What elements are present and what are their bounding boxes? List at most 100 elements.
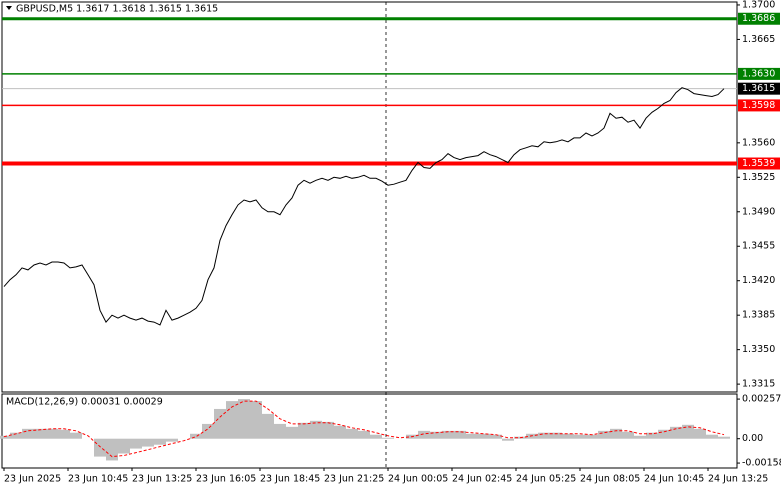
macd-bar — [610, 428, 622, 439]
x-tick-label: 24 Jun 05:25 — [516, 474, 576, 485]
level-label-box — [738, 157, 780, 170]
macd-y-tick-label: -0.00158 — [742, 458, 781, 469]
macd-y-tick-label: 0.00257 — [742, 394, 781, 405]
macd-bar — [94, 438, 106, 457]
macd-bar — [466, 433, 478, 439]
main-panel — [1, 1, 738, 393]
macd-bar — [502, 438, 514, 441]
macd-bar — [514, 436, 526, 439]
x-tick-label: 23 Jun 10:45 — [68, 474, 128, 485]
macd-bar — [262, 413, 274, 439]
macd-bar — [454, 430, 466, 439]
y-tick-label: 1.3315 — [742, 379, 775, 390]
macd-bar — [130, 438, 142, 449]
macd-bar — [370, 434, 382, 439]
macd-bar — [274, 423, 286, 439]
x-tick-label: 24 Jun 00:05 — [388, 474, 448, 485]
macd-bar — [478, 433, 490, 439]
chart-title: GBPUSD,M5 1.3617 1.3618 1.3615 1.3615 — [16, 4, 218, 15]
macd-bar — [58, 429, 70, 439]
macd-bar — [70, 432, 82, 439]
macd-bar — [214, 408, 226, 439]
y-tick-label: 1.3560 — [742, 137, 775, 148]
macd-bar — [550, 432, 562, 439]
macd-bar — [490, 434, 502, 439]
macd-bar — [310, 420, 322, 439]
macd-bar — [586, 434, 598, 439]
x-tick-label: 23 Jun 18:45 — [260, 474, 320, 485]
y-tick-label: 1.3350 — [742, 344, 775, 355]
macd-bar — [46, 428, 58, 439]
macd-bar — [430, 431, 442, 439]
macd-bar — [718, 436, 730, 439]
macd-bar — [0, 435, 10, 439]
level-label-box — [738, 99, 780, 112]
price-line — [3, 87, 725, 326]
macd-bar — [538, 432, 550, 439]
macd-bar — [106, 438, 118, 461]
current-price-label: 1.3615 — [742, 83, 775, 94]
level-label: 1.3539 — [742, 158, 775, 169]
macd-signal — [3, 400, 725, 458]
macd-bar — [346, 428, 358, 439]
macd-bar — [202, 423, 214, 439]
level-label: 1.3686 — [742, 13, 775, 24]
macd-bar — [598, 430, 610, 439]
macd-bar — [166, 438, 178, 442]
macd-bar — [574, 434, 586, 439]
macd-bar — [250, 401, 262, 439]
macd-title: MACD(12,26,9) 0.00031 0.00029 — [6, 397, 163, 408]
y-tick-label: 1.3420 — [742, 275, 775, 286]
y-tick-label: 1.3665 — [742, 34, 775, 45]
x-tick-label: 24 Jun 02:45 — [452, 474, 512, 485]
y-tick-label: 1.3455 — [742, 241, 775, 252]
macd-bar — [298, 422, 310, 439]
x-tick-label: 24 Jun 08:05 — [580, 474, 640, 485]
y-tick-label: 1.3700 — [742, 0, 775, 10]
level-label: 1.3630 — [742, 68, 775, 79]
macd-bar — [286, 426, 298, 439]
macd-bar — [646, 432, 658, 439]
macd-bar — [562, 433, 574, 439]
x-tick-label: 23 Jun 21:25 — [324, 474, 384, 485]
macd-bar — [322, 421, 334, 439]
macd-bar — [226, 401, 238, 439]
macd-bar — [442, 430, 454, 439]
macd-panel — [1, 393, 738, 469]
current-price-box — [738, 82, 780, 95]
level-label: 1.3598 — [742, 100, 775, 111]
macd-bar — [622, 431, 634, 439]
plot-layer — [0, 17, 737, 461]
x-tick-label: 24 Jun 10:45 — [644, 474, 704, 485]
macd-bar — [634, 435, 646, 439]
macd-bar — [34, 428, 46, 439]
macd-bar — [190, 433, 202, 439]
x-tick-label: 24 Jun 13:25 — [708, 474, 768, 485]
x-tick-label: 23 Jun 16:05 — [196, 474, 256, 485]
macd-bar — [22, 428, 34, 439]
macd-bar — [154, 438, 166, 445]
title-icon — [6, 6, 12, 10]
macd-bar — [658, 429, 670, 439]
macd-bar — [694, 428, 706, 439]
macd-bar — [142, 438, 154, 447]
macd-bar — [382, 437, 394, 439]
x-tick-label: 23 Jun 2025 — [4, 474, 61, 485]
macd-bar — [706, 434, 718, 439]
level-label-box — [738, 12, 780, 25]
macd-bar — [334, 425, 346, 439]
y-tick-label: 1.3385 — [742, 310, 775, 321]
macd-bar — [682, 424, 694, 439]
macd-bar — [358, 430, 370, 439]
macd-bar — [418, 430, 430, 439]
level-label-box — [738, 67, 780, 80]
y-tick-label: 1.3490 — [742, 206, 775, 217]
macd-bar — [670, 426, 682, 439]
macd-y-tick-label: 0.00 — [742, 433, 763, 444]
x-tick-label: 23 Jun 13:25 — [132, 474, 192, 485]
macd-bar — [118, 438, 130, 454]
macd-bar — [238, 399, 250, 439]
y-tick-label: 1.3525 — [742, 172, 775, 183]
